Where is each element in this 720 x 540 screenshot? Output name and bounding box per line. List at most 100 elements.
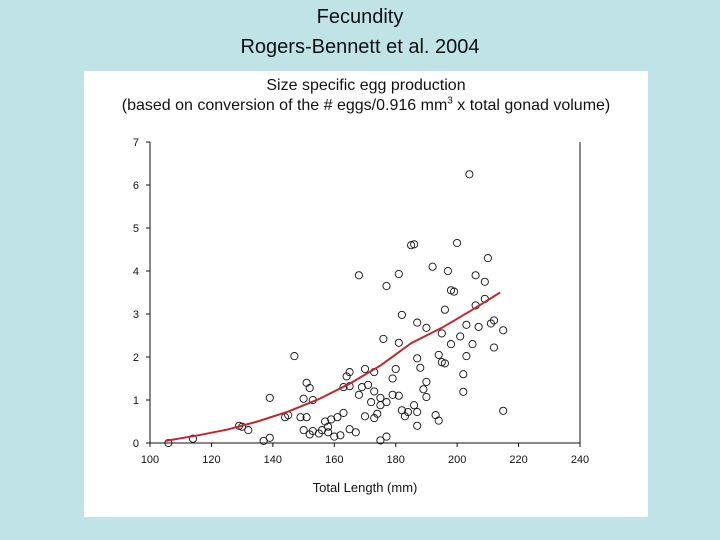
y-tick-label: 1 [133,395,139,407]
data-point [376,436,385,445]
data-point [413,354,422,363]
data-point [422,392,431,402]
x-tick-label: 220 [509,454,527,466]
fitted-curve [165,291,501,442]
data-point [394,338,403,347]
data-point [499,326,508,335]
data-point [360,364,370,374]
x-tick-label: 120 [202,454,220,466]
data-point [354,390,363,399]
data-point [465,170,474,179]
chart-subtitle: (based on conversion of the # eggs/0.916… [84,95,648,115]
chart-subtitle-text-end: x total gonad volume) [452,97,611,114]
data-point [373,409,382,418]
data-point [382,432,391,441]
y-tick-label: 4 [133,266,139,278]
chart-title: Size specific egg production [266,77,466,94]
data-point [450,287,459,296]
data-point [345,368,354,377]
data-point [416,363,425,372]
data-point [305,383,314,393]
y-tick-label: 3 [133,309,139,321]
chart-subtitle-text: (based on conversion of the # eggs/0.916… [121,97,448,114]
data-point [265,433,274,442]
data-point [462,320,471,329]
data-point [342,372,351,381]
data-point [370,387,379,396]
data-point [410,240,419,249]
data-point [394,269,403,279]
y-tick-label: 7 [133,137,139,149]
data-point [471,271,480,280]
data-point [265,393,274,402]
data-point [419,385,428,394]
x-tick-label: 200 [448,454,466,466]
data-point [422,323,431,332]
x-tick-label: 100 [141,454,159,466]
data-point [188,434,198,443]
data-point [434,416,443,425]
chart-subtitle-superscript: 3 [447,95,453,107]
y-tick-label: 0 [133,438,139,450]
y-tick-label: 2 [133,352,139,364]
data-point [413,421,422,430]
data-point [446,340,456,349]
data-point [394,391,403,400]
data-point [324,428,333,437]
data-point [333,413,342,422]
data-point [367,398,376,407]
data-point [489,316,499,325]
data-point [474,322,483,331]
y-tick-label: 5 [133,223,139,235]
data-point [440,359,449,368]
data-point [317,426,327,435]
data-point [360,412,370,421]
data-point [459,387,468,396]
slide-subtitle: Rogers-Bennett et al. 2004 [240,36,480,58]
x-tick-label: 180 [387,454,405,466]
data-point [354,271,363,280]
y-tick-label: 6 [133,180,139,192]
data-point [413,318,422,327]
data-point [364,380,373,389]
x-tick-label: 160 [325,454,343,466]
figure-panel: Size specific egg production (based on c… [84,71,648,517]
data-point [299,426,308,435]
data-point [324,422,333,431]
data-point [428,262,437,271]
data-point [499,406,508,415]
data-point [443,266,452,276]
data-point [480,277,489,286]
scatter-chart: 100 120 140 160 180 200 220 240 0 1 2 3 4 5 6 7 Total Le… [133,137,589,495]
data-point [468,340,477,349]
slide-title: Fecundity [316,6,404,28]
data-point [339,408,348,417]
data-point [422,377,431,386]
data-point [302,378,311,387]
data-point [302,413,311,422]
data-point [382,281,391,291]
data-point [388,390,397,399]
data-point [413,407,422,417]
data-point [453,238,462,248]
data-point [456,332,465,341]
data-point [370,414,379,423]
data-point [391,364,400,374]
data-point [299,394,308,403]
data-point [400,412,409,421]
data-point [489,343,499,352]
data-point [434,350,443,359]
data-point [351,428,360,437]
data-point [296,413,305,422]
data-point [462,352,471,361]
data-point [437,329,446,338]
data-point [483,254,492,263]
data-point [440,305,449,314]
data-point [431,411,440,420]
x-tick-label: 140 [264,454,282,466]
data-point [403,407,413,417]
data-point [244,426,253,435]
x-tick-label: 240 [571,454,589,466]
data-point [336,431,345,440]
x-axis-title: Total Length (mm) [313,480,418,495]
